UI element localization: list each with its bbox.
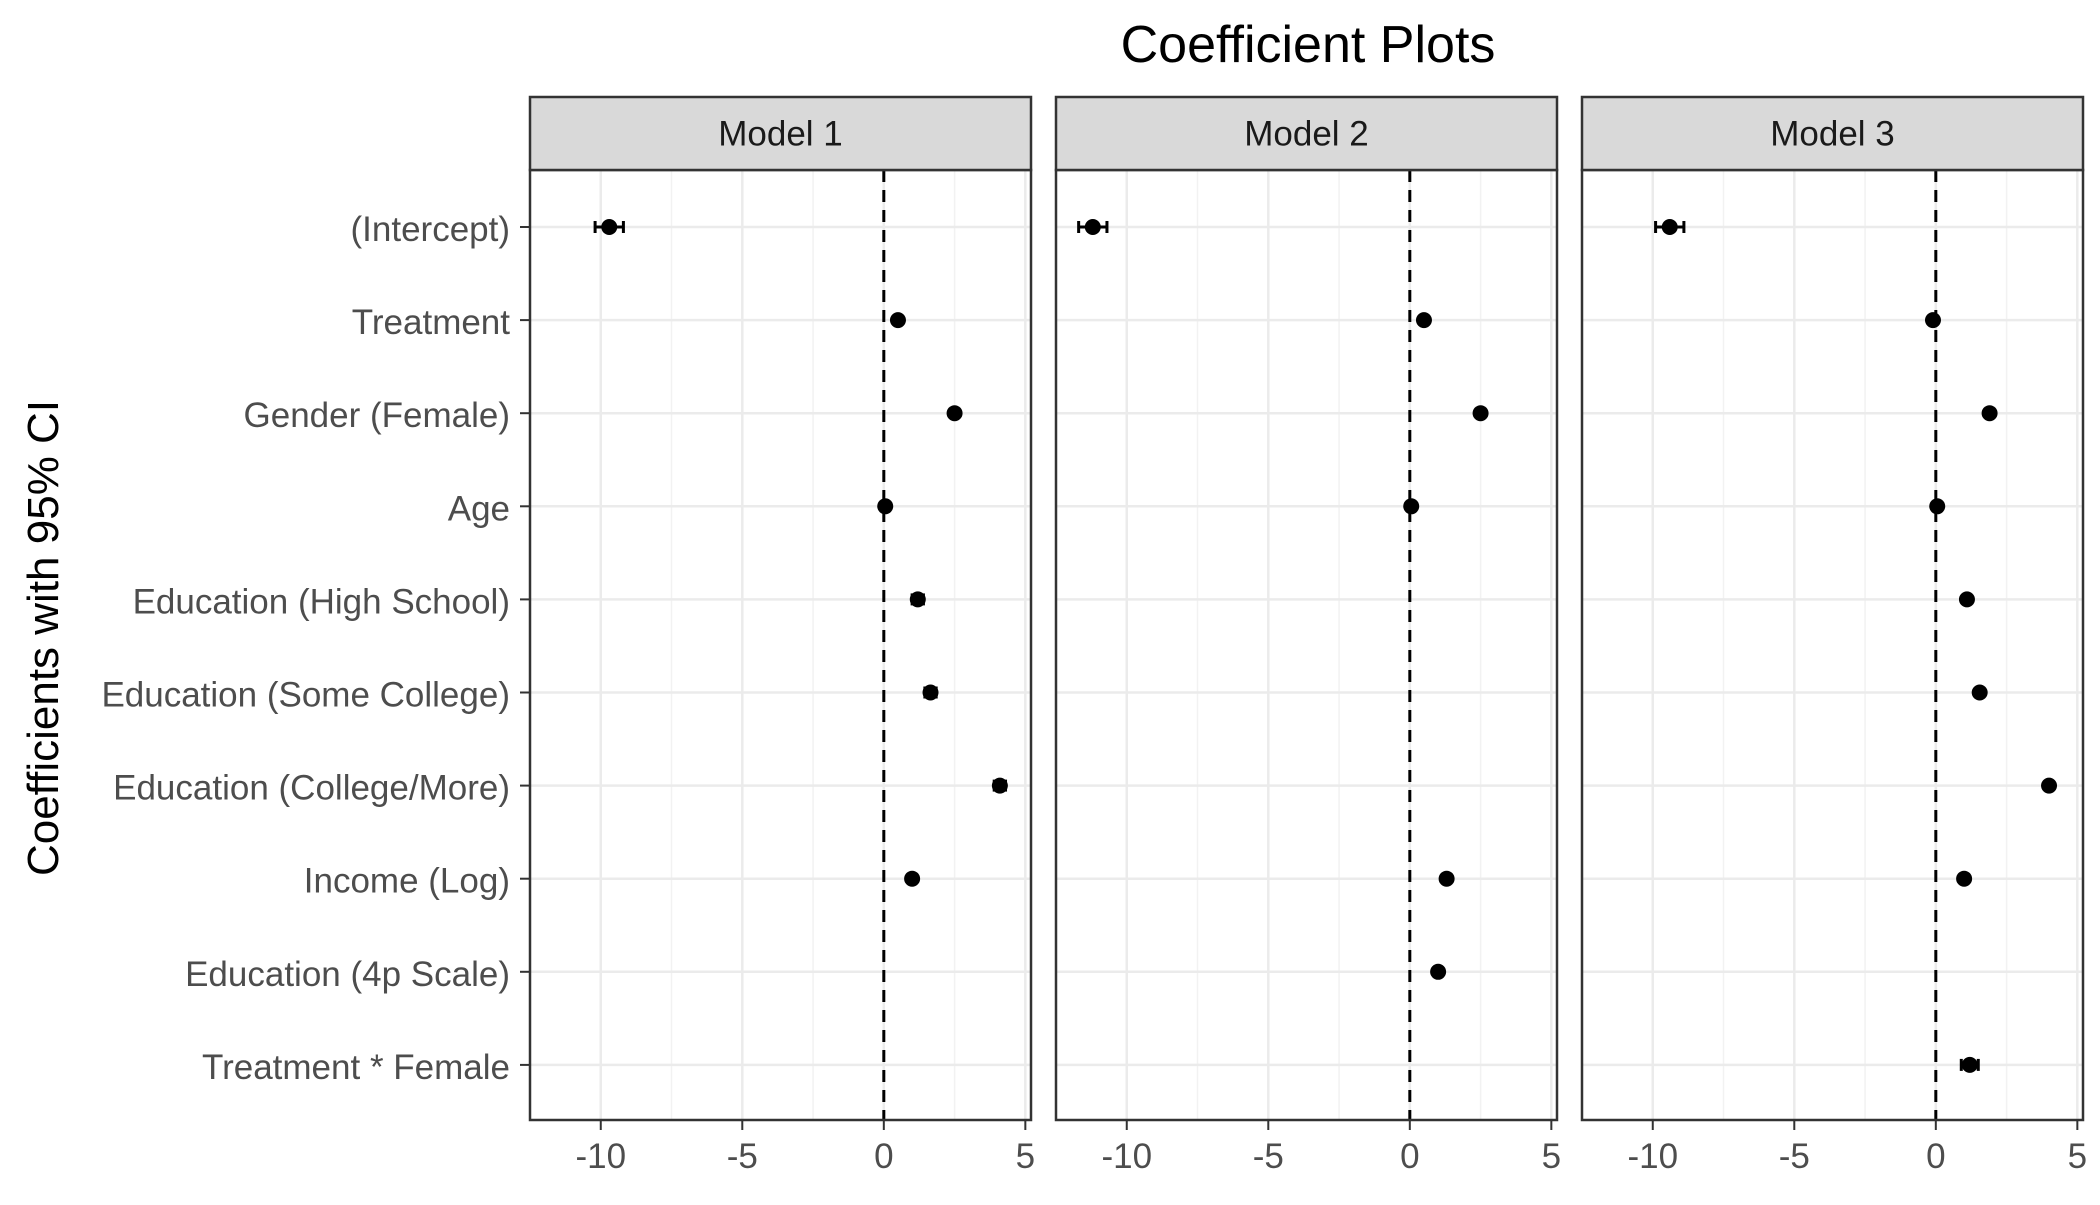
panel-3-x-tick-label: -5 xyxy=(1779,1137,1810,1176)
y-tick-label-education-college-more: Education (College/More) xyxy=(113,769,510,808)
panel-2-point-intercept xyxy=(1084,219,1101,235)
y-tick-label-education-high-school: Education (High School) xyxy=(133,582,510,621)
panel-2-point-income-log xyxy=(1438,870,1455,887)
panel-3-background xyxy=(1582,170,2083,1120)
panel-1-x-tick-label: -5 xyxy=(727,1137,758,1176)
panel-1-background xyxy=(530,170,1031,1120)
panel-3-strip-label: Model 3 xyxy=(1770,115,1895,154)
plot-layer: (Intercept) Treatment Gender (Female) Age Ed… xyxy=(101,95,2087,1176)
panel-3-point-age xyxy=(1929,498,1946,515)
panel-1-strip-label: Model 1 xyxy=(718,115,843,154)
y-tick-label-age: Age xyxy=(448,489,510,528)
panel-2-x-tick-label: 5 xyxy=(1542,1137,1561,1176)
panel-2-point-age xyxy=(1403,498,1420,515)
panel-3-point-education-some-college xyxy=(1971,684,1988,701)
panel-3-point-gender-female xyxy=(1981,405,1998,422)
y-tick-label-gender-female: Gender (Female) xyxy=(244,396,510,435)
panel-1-point-income-log xyxy=(904,870,921,887)
panel-2-x-tick-label: -10 xyxy=(1101,1137,1152,1176)
y-tick-label-treatment-female: Treatment * Female xyxy=(202,1048,510,1087)
panel-1-point-gender-female xyxy=(946,405,963,422)
panel-1-strip xyxy=(528,95,1033,172)
panel-2-point-education-4p-scale xyxy=(1430,963,1447,980)
panel-3-x-tick-label: 5 xyxy=(2068,1137,2087,1176)
panel-1-point-education-college-more xyxy=(991,777,1008,794)
panel-1-point-education-high-school xyxy=(909,591,926,608)
y-axis-title: Coefficients with 95% CI xyxy=(19,400,68,876)
y-tick-label-intercept: (Intercept) xyxy=(351,210,511,249)
panel-2-x-tick-label: -5 xyxy=(1253,1137,1284,1176)
panel-1-x-tick-label: 0 xyxy=(874,1137,893,1176)
panel-3-x-tick-label: -10 xyxy=(1627,1137,1678,1176)
panel-2-background xyxy=(1056,170,1557,1120)
panel-1-point-intercept xyxy=(601,219,618,235)
panel-3-point-treatment xyxy=(1924,312,1941,329)
panel-3-point-treatment-female xyxy=(1961,1056,1978,1073)
y-tick-label-education-4p-scale: Education (4p Scale) xyxy=(185,955,510,994)
chart-title: Coefficient Plots xyxy=(1121,16,1496,74)
panel-1-x-tick-label: -10 xyxy=(575,1137,626,1176)
panel-3-x-tick-label: 0 xyxy=(1926,1137,1945,1176)
panel-2-point-gender-female xyxy=(1472,405,1489,422)
panel-1-point-treatment xyxy=(889,312,906,329)
panel-1-point-education-some-college xyxy=(922,684,939,701)
panel-2-strip xyxy=(1054,95,1559,172)
panel-3-strip xyxy=(1580,95,2085,172)
panel-2-x-tick-label: 0 xyxy=(1400,1137,1419,1176)
panel-1-point-age xyxy=(877,498,894,515)
panel-2-strip-label: Model 2 xyxy=(1244,115,1369,154)
panel-3-point-income-log xyxy=(1956,870,1973,887)
panel-3-point-education-high-school xyxy=(1958,591,1975,608)
panel-1-x-tick-label: 5 xyxy=(1016,1137,1035,1176)
y-tick-label-education-some-college: Education (Some College) xyxy=(101,676,510,715)
panel-3-point-intercept xyxy=(1661,219,1678,235)
panel-2-point-treatment xyxy=(1415,312,1432,329)
y-tick-label-treatment: Treatment xyxy=(352,303,510,342)
panel-3-point-education-college-more xyxy=(2041,777,2058,794)
y-tick-label-income-log: Income (Log) xyxy=(304,862,510,901)
